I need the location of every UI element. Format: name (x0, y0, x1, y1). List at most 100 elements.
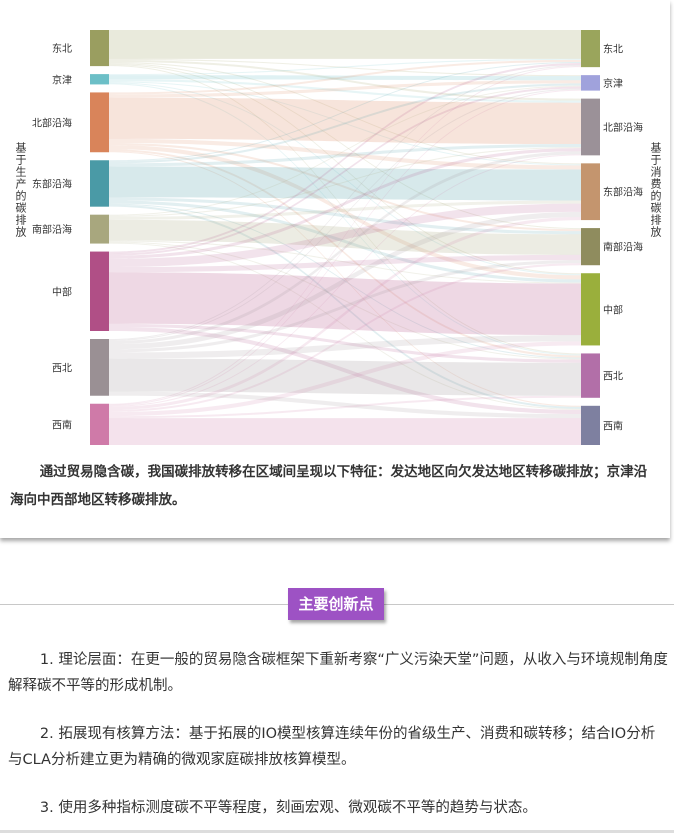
flow-link (109, 64, 581, 275)
flow-link (109, 358, 581, 396)
target-node (581, 163, 600, 221)
flow-link (109, 166, 581, 201)
target-node (581, 98, 600, 156)
flow-link (109, 79, 581, 103)
flow-link (109, 151, 581, 407)
flow-link (109, 323, 581, 363)
target-label: 南部沿海 (603, 241, 643, 254)
flow-link (109, 216, 581, 410)
flow-link (109, 30, 581, 59)
flow-link (109, 204, 581, 409)
flow-link (109, 83, 581, 164)
flow-link (109, 83, 581, 356)
flow-link (109, 395, 581, 419)
section-title: 主要创新点 (288, 588, 384, 620)
source-node (90, 214, 109, 244)
flow-link (109, 254, 581, 273)
flow-link (109, 65, 581, 341)
source-node (90, 30, 109, 67)
source-node (90, 92, 109, 153)
source-node (90, 251, 109, 331)
flow-link (109, 335, 581, 359)
flow-link (109, 241, 581, 360)
flow-link (109, 89, 581, 406)
flow-link (109, 80, 581, 98)
target-node (581, 405, 600, 445)
source-node (90, 160, 109, 207)
flow-link (109, 203, 581, 359)
source-label: 东北 (52, 42, 72, 55)
flow-link (109, 82, 581, 276)
flow-link (109, 59, 581, 101)
source-label: 西南 (52, 418, 72, 431)
flow-link (109, 391, 581, 419)
right-axis-label: 基于消费的碳排放 (649, 142, 662, 238)
flow-link (109, 63, 581, 254)
flow-link (109, 219, 581, 255)
flow-link (109, 260, 581, 353)
source-label: 京津 (52, 73, 72, 86)
flow-link (109, 263, 581, 412)
target-node (581, 75, 600, 91)
paragraph: 3. 使用多种指标测度碳不平等程度，刻画宏观、微观碳不平等的趋势与状态。 (39, 800, 537, 816)
flow-link (109, 58, 581, 77)
source-node (90, 338, 109, 396)
flow-link (109, 66, 581, 405)
flow-link (109, 145, 581, 280)
flow-link (109, 88, 581, 342)
left-axis-label: 基于生产的碳排放 (14, 142, 27, 238)
source-node (90, 74, 109, 85)
source-label: 东部沿海 (32, 177, 72, 190)
flow-link (109, 341, 581, 417)
flow-link (109, 242, 581, 410)
divider (0, 830, 674, 833)
flow-link (109, 197, 581, 235)
flow-link (109, 142, 581, 232)
flow-link (109, 154, 581, 407)
flow-link (109, 86, 581, 256)
source-label: 北部沿海 (32, 116, 72, 129)
target-node (581, 353, 600, 398)
target-label: 东北 (603, 43, 623, 56)
flow-link (109, 418, 581, 445)
flow-link (109, 240, 581, 284)
flow-link (109, 61, 581, 162)
flow-link (109, 58, 581, 76)
target-node (581, 273, 600, 346)
flow-link (109, 149, 581, 358)
flow-link (109, 272, 581, 336)
target-label: 东部沿海 (603, 186, 643, 199)
caption: 通过贸易隐含碳，我国碳排放转移在区域间呈现以下特征：发达地区向欠发达地区转移碳排… (10, 464, 648, 508)
source-label: 南部沿海 (32, 223, 72, 236)
source-label: 西北 (52, 362, 72, 374)
flow-link (109, 200, 581, 283)
flow-link (109, 148, 581, 259)
target-label: 西南 (603, 419, 623, 432)
links (109, 30, 581, 445)
flow-link (109, 211, 581, 350)
flow-link (109, 75, 581, 81)
chart-card: 东北 京津 北部沿海 东部沿海 南部沿海 中部 西北 西南 东北 京津 北部沿海 东部沿海 南部沿海 中部… (10, 30, 662, 508)
flow-link (109, 61, 581, 165)
flow-link (109, 203, 581, 268)
target-label: 中部 (603, 303, 623, 316)
target-node (581, 228, 600, 266)
flow-link (109, 326, 581, 415)
flow-link (109, 144, 581, 167)
flow-link (109, 200, 581, 220)
source-node (90, 403, 109, 445)
target-label: 京津 (603, 77, 623, 90)
paragraph: 2. 拓展现有核算方法：基于拓展的IO模型核算连续年份的省级生产、消费和碳转移；… (8, 726, 656, 768)
flow-link (109, 147, 581, 217)
flow-link (109, 63, 581, 230)
flow-link (109, 65, 581, 355)
target-node (581, 30, 600, 68)
flow-link (109, 138, 581, 170)
flow-link (109, 151, 581, 345)
flow-link (109, 97, 581, 145)
target-label: 北部沿海 (603, 121, 643, 134)
flow-link (109, 81, 581, 166)
target-label: 西北 (603, 371, 623, 383)
